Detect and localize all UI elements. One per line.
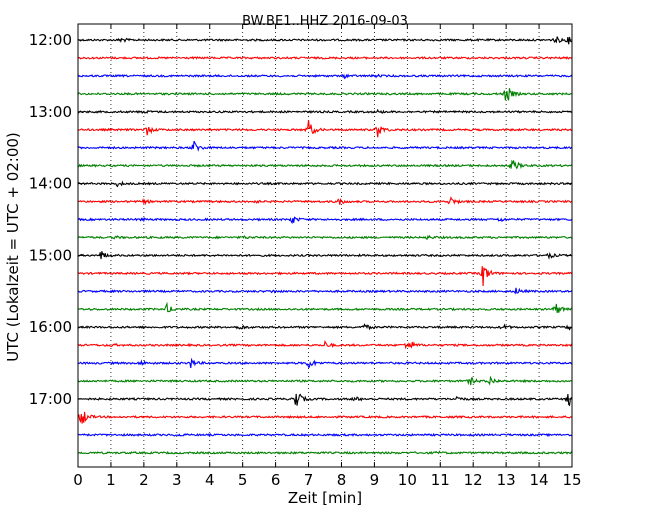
trace-1315 [77,120,573,138]
x-tick-label-11: 11 [431,471,450,489]
trace-1545 [77,301,573,313]
x-tick-label-12: 12 [464,471,483,489]
x-tick-label-8: 8 [337,471,347,489]
trace-1215 [77,55,573,60]
y-tick-label-2: 14:00 [29,175,72,193]
x-tick-label-5: 5 [238,471,248,489]
x-tick-label-7: 7 [304,471,314,489]
trace-1500 [77,251,573,260]
x-tick-label-4: 4 [205,471,215,489]
trace-1730 [77,432,573,438]
trace-1600 [77,323,573,331]
trace-1630 [77,357,573,369]
trace-1430 [77,216,573,225]
x-tick-label-3: 3 [172,471,182,489]
trace-1230 [77,73,573,80]
x-tick-label-15: 15 [562,471,581,489]
y-axis-ticks: 12:00 13:00 14:00 15:00 16:00 17:00 [29,31,572,408]
y-tick-label-1: 13:00 [29,103,72,121]
chart-title: BW.BE1..HHZ 2016-09-03 [242,14,408,29]
x-tick-label-2: 2 [139,471,149,489]
trace-1400 [77,180,573,188]
plot-frame [77,23,573,468]
trace-1515 [77,266,573,286]
x-tick-label-9: 9 [370,471,380,489]
grid-lines [110,24,540,467]
x-tick-label-0: 0 [73,471,83,489]
trace-1245 [77,88,573,101]
x-tick-label-1: 1 [106,471,116,489]
x-tick-label-13: 13 [497,471,516,489]
y-tick-label-5: 17:00 [29,390,72,408]
trace-1345 [77,159,573,170]
y-axis-label: UTC (Lokalzeit = UTC + 02:00) [4,132,22,362]
x-tick-label-6: 6 [271,471,281,489]
trace-1745 [77,450,573,455]
trace-1445 [77,234,573,240]
traces [77,36,573,455]
trace-1300 [77,108,573,114]
trace-1415 [77,196,573,206]
x-tick-label-10: 10 [398,471,417,489]
y-tick-label-4: 16:00 [29,318,72,336]
trace-1700 [77,393,573,407]
y-tick-label-3: 15:00 [29,246,72,264]
trace-1530 [77,287,573,295]
trace-1715 [77,411,573,424]
trace-1330 [77,140,573,152]
x-tick-label-14: 14 [530,471,549,489]
x-axis-label: Zeit [min] [288,489,362,507]
trace-1200 [77,36,573,45]
trace-1645 [77,375,573,386]
y-tick-label-0: 12:00 [29,31,72,49]
trace-1615 [77,340,573,350]
x-axis-ticks: 0 1 2 3 4 5 6 7 8 9 10 11 12 13 14 15 [73,24,582,489]
